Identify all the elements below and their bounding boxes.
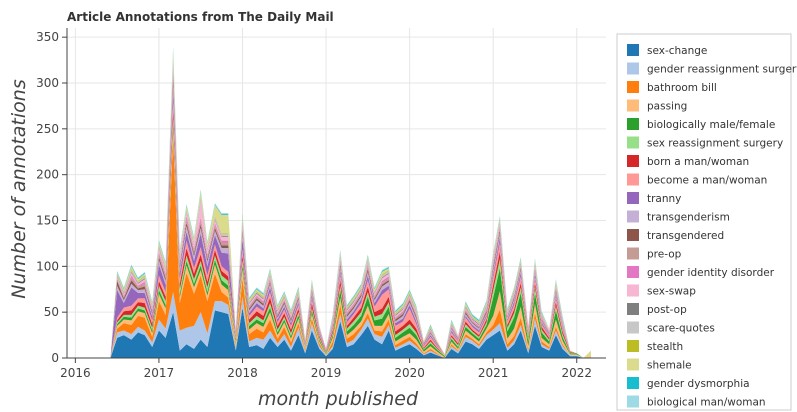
legend-swatch <box>627 247 639 260</box>
legend-label: sex-change <box>647 45 707 57</box>
area-become-a-man-woman <box>110 102 591 358</box>
legend-swatch <box>627 136 639 149</box>
x-tick-label: 2019 <box>311 366 342 380</box>
legend-label: stealth <box>647 341 683 353</box>
area-biologically-male-female <box>110 124 591 358</box>
x-tick-label: 2022 <box>561 366 592 380</box>
y-tick-label: 250 <box>36 122 59 136</box>
area-sex-change <box>110 307 591 358</box>
legend-label: gender identity disorder <box>647 267 775 279</box>
legend-label: biological man/woman <box>647 397 766 409</box>
legend-swatch <box>627 99 639 112</box>
x-tick-label: 2018 <box>227 366 258 380</box>
legend-label: sex-swap <box>647 286 696 298</box>
legend-swatch <box>627 284 639 297</box>
legend-label: transgenderism <box>647 212 730 224</box>
legend-swatch <box>627 303 639 315</box>
legend: sex-change gender reassignment surgery bat… <box>616 33 797 411</box>
y-tick-label: 350 <box>36 30 59 44</box>
legend-label: born a man/woman <box>647 156 749 168</box>
x-tick-label: 2017 <box>144 366 175 380</box>
legend-swatch <box>627 173 639 186</box>
legend-label: sex reassignment surgery <box>647 138 783 150</box>
legend-box <box>616 33 792 411</box>
y-tick-label: 150 <box>36 214 59 228</box>
legend-label: scare-quotes <box>647 323 715 335</box>
legend-swatch <box>627 62 639 75</box>
y-axis-label: Number of annotations <box>8 79 30 299</box>
y-tick-label: 0 <box>51 351 59 365</box>
y-tick-label: 300 <box>36 76 59 90</box>
axes: 0 50 100 150 200 250 300 350 2016 2017 2018 2019 202… <box>36 28 606 380</box>
legend-swatch <box>627 395 639 408</box>
legend-swatch <box>627 192 639 204</box>
legend-swatch <box>627 340 639 352</box>
chart-title: Article Annotations from The Daily Mail <box>67 10 334 24</box>
legend-swatch <box>627 81 639 93</box>
x-tick-label: 2020 <box>394 366 425 380</box>
legend-swatch <box>627 155 639 167</box>
legend-label: post-op <box>647 304 687 316</box>
legend-swatch <box>627 358 639 371</box>
legend-swatch <box>627 229 639 241</box>
legend-label: gender dysmorphia <box>647 378 750 390</box>
area-born-a-man-woman <box>110 109 591 358</box>
legend-label: bathroom bill <box>647 82 717 94</box>
legend-swatch <box>627 321 639 334</box>
legend-swatch <box>627 266 639 278</box>
y-tick-label: 100 <box>36 259 59 273</box>
legend-label: shemale <box>647 360 692 372</box>
y-tick-label: 200 <box>36 168 59 182</box>
legend-swatch <box>627 210 639 223</box>
area-gender-reassignment-surgery <box>110 292 591 358</box>
legend-label: biologically male/female <box>647 119 775 131</box>
legend-label: gender reassignment surgery <box>647 64 797 76</box>
legend-label: become a man/woman <box>647 175 767 187</box>
legend-swatch <box>627 377 639 389</box>
x-axis-label: month published <box>258 388 419 410</box>
legend-label: tranny <box>647 193 681 205</box>
y-tick-label: 50 <box>44 305 59 319</box>
x-tick-label: 2016 <box>60 366 91 380</box>
legend-swatch <box>627 118 639 130</box>
legend-swatch <box>627 44 639 56</box>
legend-label: pre-op <box>647 249 682 261</box>
stacked-areas <box>110 46 591 359</box>
legend-label: passing <box>647 101 687 113</box>
legend-label: transgendered <box>647 230 724 242</box>
x-tick-label: 2021 <box>478 366 509 380</box>
